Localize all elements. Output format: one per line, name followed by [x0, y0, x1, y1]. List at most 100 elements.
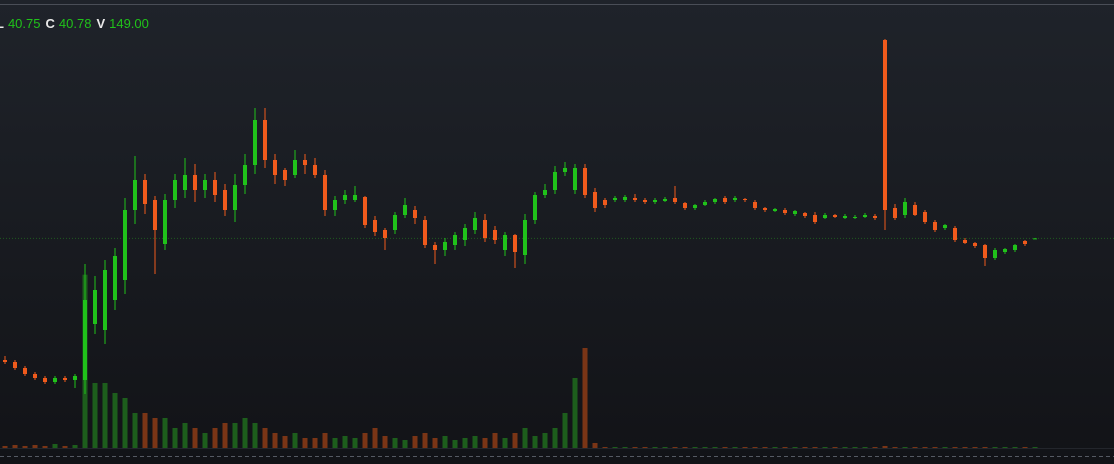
volume-bar [242, 418, 248, 448]
volume-bar [592, 443, 598, 448]
candle-body [973, 243, 977, 246]
candle-body [853, 217, 857, 218]
candle-body [793, 211, 797, 214]
volume-bar [402, 440, 408, 448]
volume-bar [182, 423, 188, 448]
volume-bar [652, 447, 658, 448]
candle-body [123, 210, 127, 280]
volume-bar [962, 447, 968, 448]
volume-bar [552, 428, 558, 448]
candle-body [713, 199, 717, 202]
candle-body [223, 190, 227, 210]
candle-body [773, 209, 777, 211]
volume-bar [542, 433, 548, 448]
volume-bar [412, 436, 418, 448]
candle-body [313, 165, 317, 175]
volume-bar [282, 436, 288, 448]
volume-bar [122, 398, 128, 448]
volume-bar [382, 436, 388, 448]
volume-bar [432, 438, 438, 448]
candle-body [923, 212, 927, 222]
volume-bar [722, 447, 728, 448]
volume-bar [792, 447, 798, 448]
candle-body [383, 230, 387, 238]
volume-bar [272, 433, 278, 448]
volume-bar [762, 447, 768, 448]
volume-bar [52, 444, 58, 448]
volume-bar [772, 447, 778, 448]
volume-bar [872, 447, 878, 448]
volume-bar [12, 445, 18, 448]
volume-bar [362, 433, 368, 448]
volume-bar [312, 438, 318, 448]
candle-body [453, 235, 457, 245]
candle-layer [0, 39, 1114, 394]
candle-body [43, 378, 47, 382]
candle-body [743, 199, 747, 200]
volume-bar [142, 413, 148, 448]
candle-body [3, 360, 7, 362]
candle-body [393, 215, 397, 230]
candle-body [893, 208, 897, 218]
volume-bar [502, 438, 508, 448]
volume-bar [112, 393, 118, 448]
volume-bar [842, 447, 848, 448]
volume-bar [612, 447, 618, 448]
candle-body [523, 220, 527, 255]
volume-bar [622, 447, 628, 448]
candle-body [483, 220, 487, 238]
volume-bar [452, 440, 458, 448]
volume-bar [92, 383, 98, 448]
volume-bar [672, 447, 678, 448]
volume-bar [822, 447, 828, 448]
candle-body [473, 218, 477, 230]
candle-body [133, 180, 137, 210]
volume-bar [372, 428, 378, 448]
volume-bar [742, 447, 748, 448]
candle-body [913, 205, 917, 215]
volume-bar [882, 446, 888, 448]
volume-bar [932, 447, 938, 448]
candle-body [113, 256, 117, 300]
candle-body [403, 205, 407, 215]
candle-body [203, 180, 207, 190]
volume-bar [322, 433, 328, 448]
legend: L 40.75 C40.78 V 149.00 [0, 16, 149, 31]
candle-body [683, 203, 687, 208]
candle-body [963, 240, 967, 243]
candle-body [253, 120, 257, 165]
volume-bar [902, 447, 908, 448]
candle-body [463, 228, 467, 240]
volume-bar [342, 436, 348, 448]
candle-body [373, 220, 377, 232]
candle-body [83, 300, 87, 380]
volume-bar [972, 447, 978, 448]
candle-body [363, 197, 367, 225]
volume-bar [1032, 447, 1038, 448]
candle-body [733, 198, 737, 200]
volume-bar [832, 447, 838, 448]
candle-body [433, 245, 437, 250]
candle-body [593, 192, 597, 208]
volume-bar [392, 438, 398, 448]
volume-bar [562, 413, 568, 448]
candle-body [1013, 245, 1017, 250]
volume-bar [522, 428, 528, 448]
volume-bar [702, 447, 708, 448]
candle-body [1003, 249, 1007, 252]
volume-bar [172, 428, 178, 448]
volume-bar [42, 446, 48, 448]
candle-body [323, 175, 327, 210]
candle-body [763, 208, 767, 210]
volume-bar [472, 436, 478, 448]
candle-body [103, 270, 107, 330]
volume-bar [262, 428, 268, 448]
volume-bar [982, 447, 988, 448]
readout-key: C [46, 16, 56, 31]
candle-body [953, 228, 957, 240]
candle-body [543, 190, 547, 195]
candle-body [983, 245, 987, 258]
candle-body [1023, 241, 1027, 244]
volume-bar [862, 447, 868, 448]
volume-bar [62, 446, 68, 448]
